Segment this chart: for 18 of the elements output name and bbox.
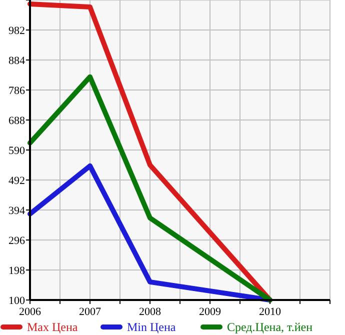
y-tick-label: 198 [8,264,26,277]
y-tick-label: 884 [8,54,26,67]
y-tick-label: 590 [8,144,26,157]
x-tick-label: 2008 [139,306,162,318]
y-tick-label: 100 [8,294,26,307]
y-tick-label: 982 [8,24,25,37]
legend-label: Max Цена [27,320,78,334]
y-tick-label: 786 [8,84,26,97]
x-tick-label: 2007 [79,306,102,318]
legend-label: Min Цена [127,320,176,334]
x-tick-label: 2009 [199,306,222,318]
x-tick-label: 2006 [19,306,42,318]
y-tick-label: 688 [8,114,26,127]
y-tick-label: 492 [8,174,25,187]
x-tick-label: 2010 [259,306,282,318]
legend-label: Сред.Цена, т.йен [227,320,314,334]
y-tick-label: 296 [8,234,26,247]
y-tick-label: 394 [8,204,26,217]
